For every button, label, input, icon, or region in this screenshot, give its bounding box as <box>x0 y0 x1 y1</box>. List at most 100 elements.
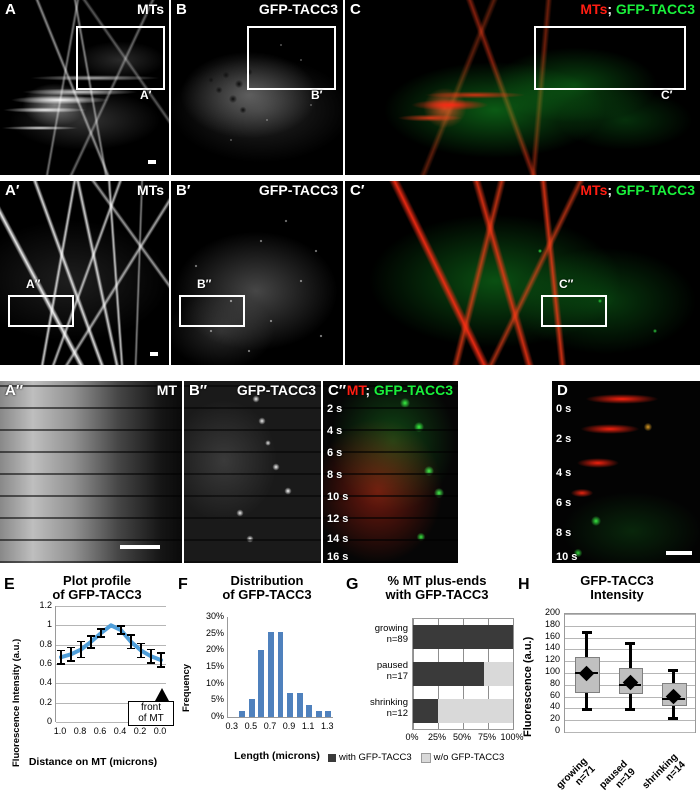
time-label-D-5: 10 s <box>556 551 578 563</box>
panel-title-C-dprime-gfp: GFP-TACC3 <box>373 382 453 398</box>
grid-line-E <box>56 664 166 665</box>
y-tick-F-5: 25% <box>205 627 224 638</box>
category-n-G-shrinking: n=12 <box>386 707 408 719</box>
chart-title-E: Plot profile of GFP-TACC3 <box>22 574 172 601</box>
legend-swatch-without <box>420 752 431 763</box>
category-label-G-growing: growing n=89 <box>346 623 408 646</box>
time-label-D-3: 6 s <box>556 497 572 509</box>
panel-label-C-prime: C′ <box>350 182 365 199</box>
bar-F-7 <box>296 693 303 717</box>
panel-title-A-dprime: MT <box>157 383 177 397</box>
grid-line-H-10 <box>565 614 695 615</box>
time-label-Cpp-0: 2 s <box>327 403 343 415</box>
panel-label-A: A <box>5 1 16 18</box>
line-series-E <box>59 623 163 663</box>
panel-title-B-prime: GFP-TACC3 <box>259 183 338 197</box>
error-bar-E-4 <box>100 628 102 638</box>
y-tick-H-7: 140 <box>544 642 560 653</box>
bar-F-2 <box>248 699 255 717</box>
error-cap-bot-E-10 <box>157 666 165 668</box>
panel-label-F: F <box>178 576 188 593</box>
panel-title-B-text: GFP-TACC3 <box>258 1 338 17</box>
error-cap-bot-E-7 <box>127 647 135 650</box>
merge-texture-zoom <box>345 181 700 365</box>
error-cap-top-E-4 <box>97 628 105 630</box>
mt-fiber-texture-zoom <box>0 181 169 365</box>
time-label-D-2: 4 s <box>556 467 572 479</box>
y-tick-F-3: 15% <box>205 661 224 671</box>
y-axis-label-E: Fluorescence Intensity (a.u.) <box>11 638 22 767</box>
error-cap-bot-E-8 <box>137 656 145 659</box>
grid-line-H-9 <box>565 625 695 627</box>
category-name-G-growing: growing <box>374 623 408 635</box>
error-bar-E-2 <box>80 640 82 659</box>
chart-title-G-line2: with GFP-TACC3 <box>385 586 489 602</box>
error-bar-E-3 <box>90 635 92 649</box>
panel-label-D: D <box>557 382 568 399</box>
roi-label-A-prime: A″ <box>26 277 41 291</box>
y-tick-H-8: 160 <box>544 630 560 641</box>
chart-title-G: % MT plus-ends with GFP-TACC3 <box>358 574 516 601</box>
panel-title-C-prime-gfp: GFP-TACC3 <box>615 182 695 198</box>
error-cap-bot-E-3 <box>87 646 95 649</box>
y-tick-F-6: 30% <box>205 611 224 621</box>
x-tick-F-3: 0.9 <box>282 721 296 731</box>
bar-F-10 <box>325 711 332 717</box>
category-n-G-growing: n=89 <box>386 634 408 646</box>
micrograph-panel-A-prime: A′ MTs A″ <box>0 181 169 365</box>
whisker-cap-bottom-growing <box>581 708 592 712</box>
merge-texture <box>345 0 700 175</box>
category-n-G-paused: n=17 <box>386 670 408 682</box>
roi-box-C-prime <box>541 295 607 327</box>
x-axis-label-E: Distance on MT (microns) <box>28 756 158 768</box>
chart-title-H: GFP-TACC3 Intensity <box>542 574 692 601</box>
panel-label-B: B <box>176 1 187 18</box>
error-cap-top-E-7 <box>127 634 135 636</box>
y-axis-label-F: Frequency <box>181 663 192 712</box>
panel-title-B: GFP-TACC3 <box>259 2 338 16</box>
panel-label-E: E <box>4 576 15 593</box>
error-cap-bot-E-6 <box>117 633 125 635</box>
plot-area-H <box>564 613 696 733</box>
time-label-D-1: 2 s <box>556 433 572 445</box>
mt-kymo-texture <box>0 381 182 563</box>
chart-title-E-line2: of GFP-TACC3 <box>52 586 142 602</box>
x-axis-label-F: Length (microns) <box>234 750 320 762</box>
y-tick-E-1: 0.2 <box>39 696 52 707</box>
error-cap-top-E-1 <box>67 646 75 649</box>
panel-label-H: H <box>518 576 530 593</box>
bar-segment-with-growing <box>413 625 513 650</box>
y-tick-H-4: 80 <box>549 677 560 688</box>
y-tick-H-1: 20 <box>549 713 560 724</box>
chart-panel-F: F Distribution of GFP-TACC3 Frequency Le… <box>176 572 344 791</box>
bar-F-3 <box>258 649 265 717</box>
gfp-texture-zoom <box>171 181 343 365</box>
roi-box-A <box>76 26 165 90</box>
panel-title-C-prime: MTs; GFP-TACC3 <box>580 183 695 197</box>
y-tick-E-2: 0.4 <box>39 677 52 688</box>
category-label-G-paused: paused n=17 <box>346 660 408 683</box>
panel-title-A-prime-text: MTs <box>137 182 164 198</box>
mt-fiber-texture <box>0 0 169 175</box>
bar-F-9 <box>315 711 322 717</box>
grid-line-E <box>56 722 166 723</box>
legend-label-with: with GFP-TACC3 <box>339 752 412 763</box>
gfp-texture <box>171 0 343 175</box>
y-tick-H-6: 120 <box>544 654 560 665</box>
panel-title-B-dprime: GFP-TACC3 <box>237 383 316 397</box>
time-label-Cpp-1: 4 s <box>327 425 343 437</box>
roi-box-A-prime <box>8 295 74 327</box>
time-label-Cpp-7: 16 s <box>327 551 349 563</box>
x-tick-E-2: 0.6 <box>93 726 107 736</box>
grid-line-H-0 <box>565 732 695 733</box>
micrograph-panel-D: D 0 s 2 s 4 s 6 s 8 s 10 s <box>552 381 700 563</box>
y-tick-E-5: 1 <box>46 619 52 630</box>
roi-box-B <box>247 26 336 90</box>
error-cap-top-E-10 <box>157 652 165 654</box>
error-cap-top-E-9 <box>147 648 155 651</box>
front-of-mt-annotation: front of MT <box>128 701 174 726</box>
x-tick-G-4: 100% <box>500 732 524 742</box>
chart-title-G-line1: % MT plus-ends <box>387 573 487 588</box>
legend-swatch-with <box>328 753 336 762</box>
